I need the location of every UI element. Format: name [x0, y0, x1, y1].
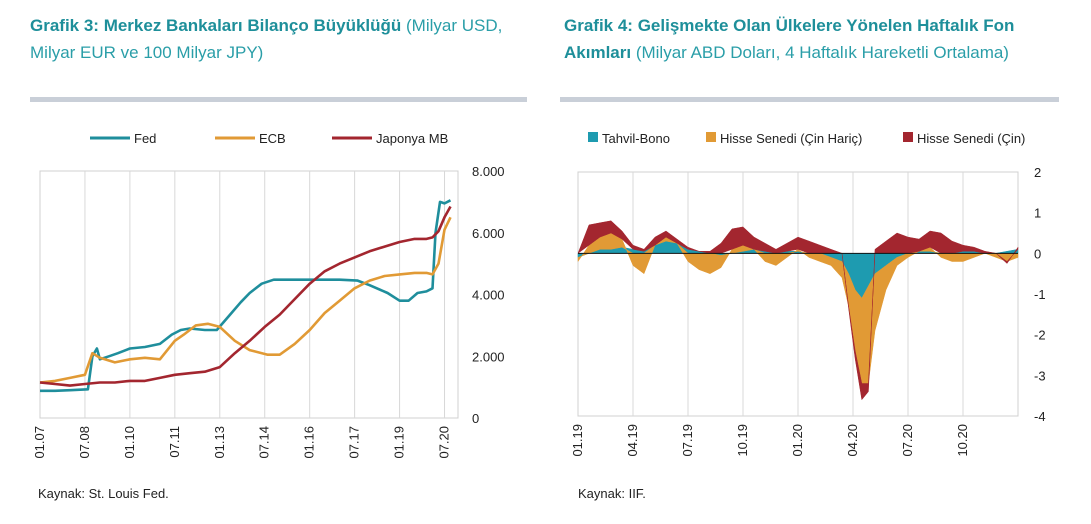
- chart-title-unit: (Milyar ABD Doları, 4 Haftalık Hareketli…: [631, 43, 1009, 62]
- x-tick-label: 01.16: [302, 426, 317, 459]
- x-tick-label: 01.10: [122, 426, 137, 459]
- chart-title-bold: Grafik 3: Merkez Bankaları Bilanço Büyük…: [30, 16, 402, 35]
- title-divider: [30, 97, 527, 102]
- y-tick-label: 8.000: [472, 164, 505, 179]
- legend-swatch: [588, 132, 598, 142]
- y-tick-label: -1: [1034, 287, 1046, 302]
- x-tick-label: 10.20: [955, 424, 970, 457]
- x-tick-label: 07.11: [167, 426, 182, 458]
- legend-label: Tahvil-Bono: [602, 131, 670, 146]
- x-tick-label: 04.20: [845, 424, 860, 457]
- x-tick-label: 07.20: [900, 424, 915, 457]
- series-area-hisse-senedi-çin-: [577, 220, 1019, 401]
- title-divider: [560, 97, 1059, 102]
- chart-title-unit: (Milyar USD, Milyar EUR ve 100 Milyar JP…: [30, 16, 503, 62]
- x-tick-label: 07.19: [680, 424, 695, 457]
- chart-source: Kaynak: St. Louis Fed.: [38, 486, 169, 501]
- x-tick-label: 01.13: [212, 426, 227, 459]
- chart-title: Grafik 3: Merkez Bankaları Bilanço Büyük…: [30, 12, 510, 66]
- line-chart: 01.07 07.08 01.10 07.11 01.13 07.14 01.16 07.17…: [32, 131, 505, 459]
- y-tick-label: -3: [1034, 368, 1046, 383]
- chart-title-bold: Grafik 4: Gelişmekte Olan Ülkelere Yönel…: [564, 16, 1015, 62]
- x-tick-label: 01.19: [570, 424, 585, 457]
- y-tick-label: 6.000: [472, 226, 505, 241]
- y-tick-label: -2: [1034, 328, 1046, 343]
- y-tick-label: -4: [1034, 409, 1046, 424]
- legend-swatch: [903, 132, 913, 142]
- plot-area: [39, 170, 459, 419]
- y-tick-label: 0: [472, 411, 479, 426]
- y-tick-label: 1: [1034, 206, 1041, 221]
- legend-label: ECB: [259, 131, 286, 146]
- x-tick-label: 07.17: [347, 426, 362, 459]
- x-tick-label: 07.08: [77, 426, 92, 459]
- y-tick-label: 0: [1034, 246, 1041, 261]
- chart-panel-fed-ecb-boj: Grafik 3: Merkez Bankaları Bilanço Büyük…: [0, 0, 540, 524]
- legend-label: Hisse Senedi (Çin Hariç): [720, 131, 862, 146]
- x-tick-label: 10.19: [735, 424, 750, 457]
- series-line-japonya-mb: [39, 205, 452, 387]
- legend-swatch: [706, 132, 716, 142]
- x-tick-label: 07.14: [257, 426, 272, 459]
- series-line-ecb: [39, 216, 452, 384]
- x-tick-label: 04.19: [625, 424, 640, 457]
- chart-source: Kaynak: IIF.: [578, 486, 646, 501]
- chart-title: Grafik 4: Gelişmekte Olan Ülkelere Yönel…: [564, 12, 1064, 66]
- x-tick-label: 01.19: [392, 426, 407, 459]
- x-tick-label: 07.20: [437, 426, 452, 459]
- x-tick-label: 01.20: [790, 424, 805, 457]
- stacked-area-chart: 01.19 04.19 07.19 10.19 01.20 04.20 07.20 10.20…: [570, 131, 1046, 457]
- x-tick-label: 01.07: [32, 426, 47, 459]
- series-line-fed: [40, 199, 452, 393]
- y-tick-label: 4.000: [472, 288, 505, 303]
- chart-panel-em-fund-flows: Grafik 4: Gelişmekte Olan Ülkelere Yönel…: [548, 0, 1091, 524]
- y-tick-label: 2: [1034, 165, 1041, 180]
- y-tick-label: 2.000: [472, 349, 505, 364]
- legend-label: Hisse Senedi (Çin): [917, 131, 1025, 146]
- legend-label: Japonya MB: [376, 131, 448, 146]
- legend-label: Fed: [134, 131, 156, 146]
